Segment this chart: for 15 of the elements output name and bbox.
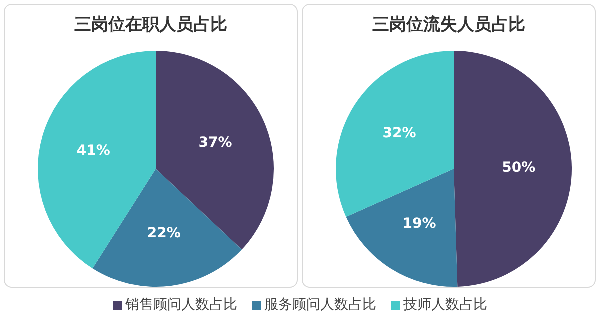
data-label: 37% xyxy=(198,135,232,152)
chart-title: 三岗位在职人员占比 xyxy=(74,14,228,36)
chart-title: 三岗位流失人员占比 xyxy=(372,14,526,36)
legend-label: 销售顾问人数占比 xyxy=(124,296,238,314)
data-label: 41% xyxy=(76,142,110,159)
data-label: 19% xyxy=(402,216,436,232)
legend-label: 技师人数占比 xyxy=(402,296,488,314)
data-label: 22% xyxy=(147,225,181,242)
data-label: 32% xyxy=(382,126,416,142)
legend-label: 服务顾问人数占比 xyxy=(264,296,376,314)
pie-slice xyxy=(454,51,572,287)
data-label: 50% xyxy=(502,160,536,176)
pie-slice xyxy=(92,169,242,287)
pie-slice xyxy=(346,169,458,287)
pie-slice xyxy=(336,51,454,218)
